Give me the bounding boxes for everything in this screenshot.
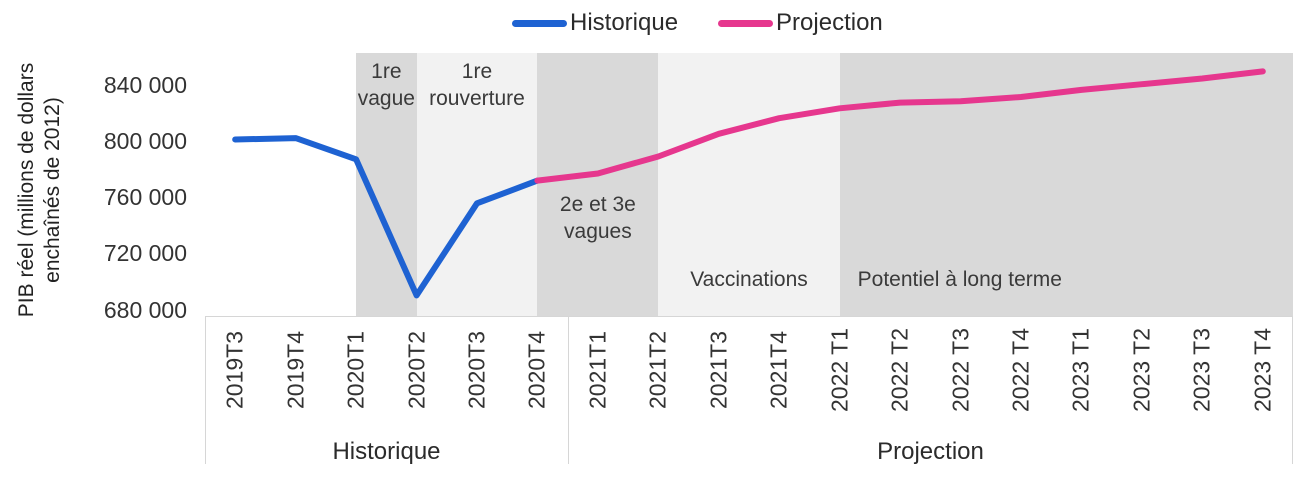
x-tick-label: 2021T2 xyxy=(644,330,671,410)
historique-line-swatch xyxy=(512,19,567,27)
y-axis-title-line-1: PIB réel (millions de dollars xyxy=(15,62,38,318)
x-tick-label: 2019T3 xyxy=(221,330,248,410)
axis-bracket-left xyxy=(205,316,206,464)
x-tick-label: 2023 T4 xyxy=(1249,328,1276,412)
x-tick-label: 2020T4 xyxy=(523,330,550,410)
legend: Historique Projection xyxy=(512,9,883,37)
x-tick-label: 2020T1 xyxy=(342,330,369,410)
region-label: Vaccinations xyxy=(690,268,808,291)
region-1re-rouverture: 1re rouverture xyxy=(416,53,538,316)
x-tick-label: 2022 T3 xyxy=(947,328,974,412)
x-tick-label: 2019T4 xyxy=(282,330,309,410)
projection-line-swatch xyxy=(718,19,774,27)
x-tick-label: 2022 T1 xyxy=(826,328,853,412)
region-label: 1re rouverture xyxy=(429,60,525,110)
y-axis-title: PIB réel (millions de dollars enchaînés … xyxy=(14,63,66,317)
y-tick-720000: 720 000 xyxy=(103,240,187,266)
y-tick-680000: 680 000 xyxy=(103,297,187,323)
x-tick-label: 2023 T3 xyxy=(1188,328,1215,412)
chart-lines xyxy=(232,68,1266,299)
x-tick-label: 2020T2 xyxy=(403,330,430,410)
series-line-projection xyxy=(534,68,1266,184)
region-label: Potentiel à long terme xyxy=(857,268,1062,291)
legend-item-projection: Projection xyxy=(718,9,883,37)
x-tick-label: 2022 T4 xyxy=(1007,328,1034,412)
x-tick-label: 2021T3 xyxy=(705,330,732,410)
x-axis-group-label-historique: Historique xyxy=(332,438,441,465)
axis-bracket-historique-projection-divider xyxy=(568,316,569,464)
x-tick-label: 2023 T1 xyxy=(1067,328,1094,412)
x-axis-group-label-projection: Projection xyxy=(877,438,984,465)
region-label: 1re vague xyxy=(357,60,415,110)
x-tick-label: 2022 T2 xyxy=(886,328,913,412)
x-tick-label: 2023 T2 xyxy=(1128,328,1155,412)
x-tick-label: 2021T4 xyxy=(765,330,792,410)
y-tick-760000: 760 000 xyxy=(103,184,187,210)
region-label: 2e et 3e vagues xyxy=(559,193,636,243)
x-tick-label: 2021T1 xyxy=(584,330,611,410)
series-line-historique xyxy=(232,135,541,299)
plot-area: 1re vague 1re rouverture 2e et 3e vagues Vacci… xyxy=(205,53,1293,316)
x-tick-label: 2020T3 xyxy=(463,330,490,410)
legend-label-projection: Projection xyxy=(776,9,883,36)
y-tick-800000: 800 000 xyxy=(103,128,187,154)
y-tick-840000: 840 000 xyxy=(103,72,187,98)
legend-label-historique: Historique xyxy=(570,9,679,36)
legend-item-historique: Historique xyxy=(512,9,678,37)
region-2e-et-3e-vagues: 2e et 3e vagues xyxy=(537,53,659,316)
region-potentiel-long-terme: Potentiel à long terme xyxy=(839,53,1293,316)
axis-bracket-right xyxy=(1292,316,1293,464)
region-vaccinations: Vaccinations xyxy=(658,53,840,316)
x-axis-line xyxy=(205,316,1293,317)
